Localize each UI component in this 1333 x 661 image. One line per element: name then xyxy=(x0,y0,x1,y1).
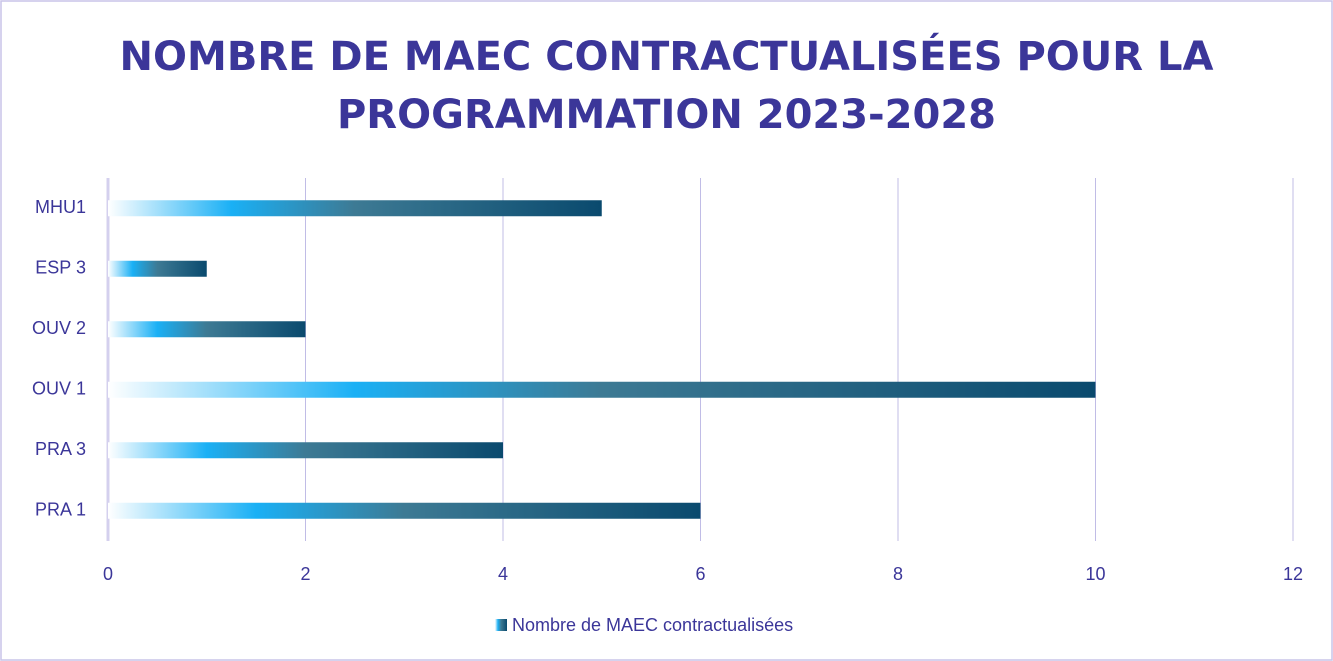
x-tick-label: 12 xyxy=(1283,564,1303,584)
y-tick-label: PRA 1 xyxy=(35,500,86,520)
bar xyxy=(108,321,306,338)
bar xyxy=(108,442,503,459)
y-tick-label: PRA 3 xyxy=(35,439,86,459)
bar xyxy=(108,502,701,519)
chart-title: NOMBRE DE MAEC CONTRACTUALISÉES POUR LA … xyxy=(119,34,1214,138)
legend-swatch xyxy=(495,619,507,631)
y-tick-label: OUV 2 xyxy=(32,318,86,338)
x-tick-label: 8 xyxy=(893,564,903,584)
x-tick-label: 0 xyxy=(103,564,113,584)
y-tick-label: ESP 3 xyxy=(35,258,86,278)
bar xyxy=(108,381,1096,398)
x-tick-label: 2 xyxy=(300,564,310,584)
legend-label: Nombre de MAEC contractualisées xyxy=(512,615,793,635)
x-tick-label: 4 xyxy=(498,564,508,584)
x-tick-label: 10 xyxy=(1085,564,1105,584)
y-tick-label: OUV 1 xyxy=(32,379,86,399)
x-tick-label: 6 xyxy=(695,564,705,584)
y-tick-label: MHU1 xyxy=(35,197,86,217)
bar xyxy=(108,260,207,277)
bar xyxy=(108,200,602,217)
